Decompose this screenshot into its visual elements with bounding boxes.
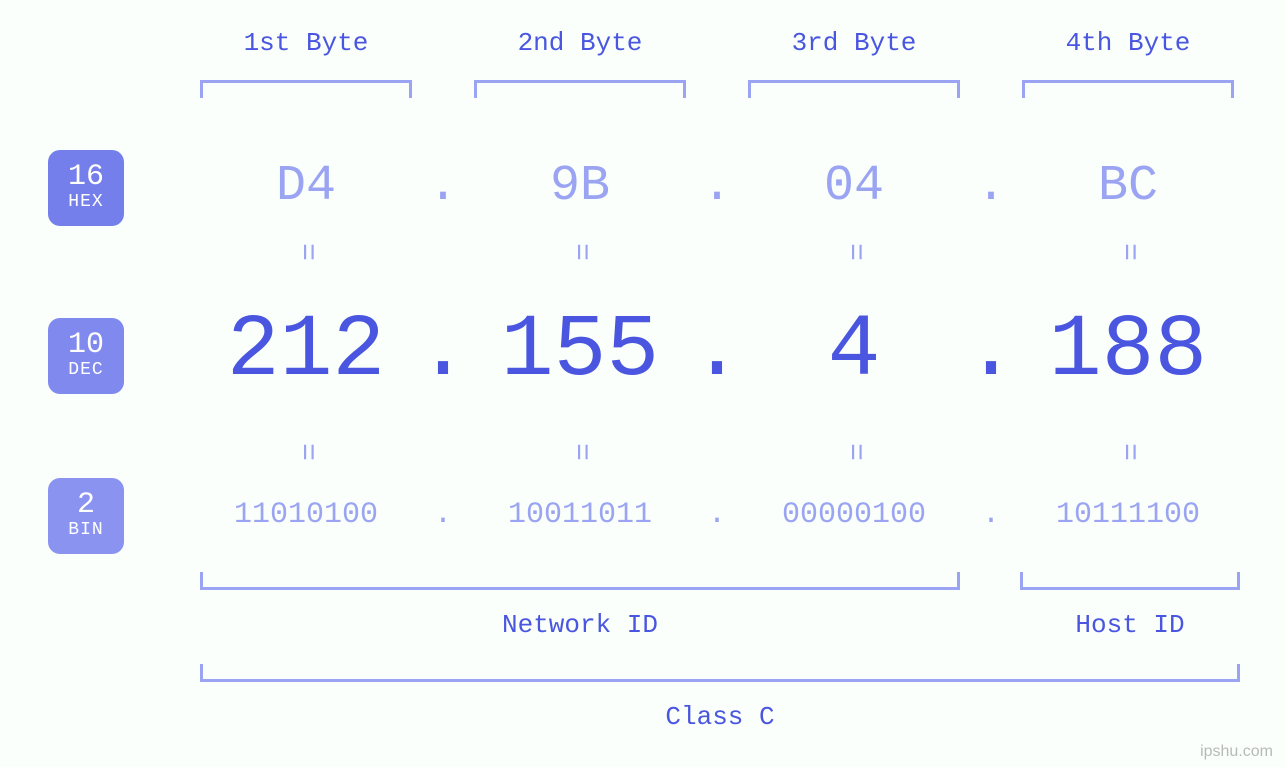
class-bracket [200,664,1240,682]
host-id-label: Host ID [1020,610,1240,640]
dec-byte-3: 4 [744,302,964,401]
watermark: ipshu.com [1200,743,1273,761]
dec-sep-2: . [687,302,747,401]
hex-row: D4 . 9B . 04 . BC [0,158,1285,218]
equals-hex-dec-1: = [289,237,323,267]
network-id-label: Network ID [200,610,960,640]
equals-hex-dec-3: = [837,237,871,267]
dec-byte-4: 188 [1018,302,1238,401]
hex-sep-1: . [423,158,463,215]
dec-byte-2: 155 [470,302,690,401]
hex-byte-1: D4 [196,158,416,215]
top-bracket-2 [474,80,686,98]
hex-sep-3: . [971,158,1011,215]
byte-header-2: 2nd Byte [470,28,690,58]
equals-hex-dec-4: = [1111,237,1145,267]
equals-hex-dec-2: = [563,237,597,267]
bin-byte-2: 10011011 [450,498,710,532]
host-bracket [1020,572,1240,590]
hex-byte-4: BC [1018,158,1238,215]
bin-row: 11010100 . 10011011 . 00000100 . 1011110… [0,498,1285,534]
hex-byte-2: 9B [470,158,690,215]
top-bracket-4 [1022,80,1234,98]
top-bracket-1 [200,80,412,98]
equals-dec-bin-4: = [1111,437,1145,467]
dec-sep-1: . [413,302,473,401]
bin-byte-4: 10111100 [998,498,1258,532]
equals-dec-bin-1: = [289,437,323,467]
dec-sep-3: . [961,302,1021,401]
dec-byte-1: 212 [196,302,416,401]
hex-sep-2: . [697,158,737,215]
network-bracket [200,572,960,590]
byte-header-1: 1st Byte [196,28,416,58]
top-bracket-3 [748,80,960,98]
class-label: Class C [200,702,1240,732]
byte-header-4: 4th Byte [1018,28,1238,58]
byte-header-3: 3rd Byte [744,28,964,58]
bin-byte-1: 11010100 [176,498,436,532]
bin-byte-3: 00000100 [724,498,984,532]
equals-dec-bin-3: = [837,437,871,467]
hex-byte-3: 04 [744,158,964,215]
dec-row: 212 . 155 . 4 . 188 [0,302,1285,410]
equals-dec-bin-2: = [563,437,597,467]
